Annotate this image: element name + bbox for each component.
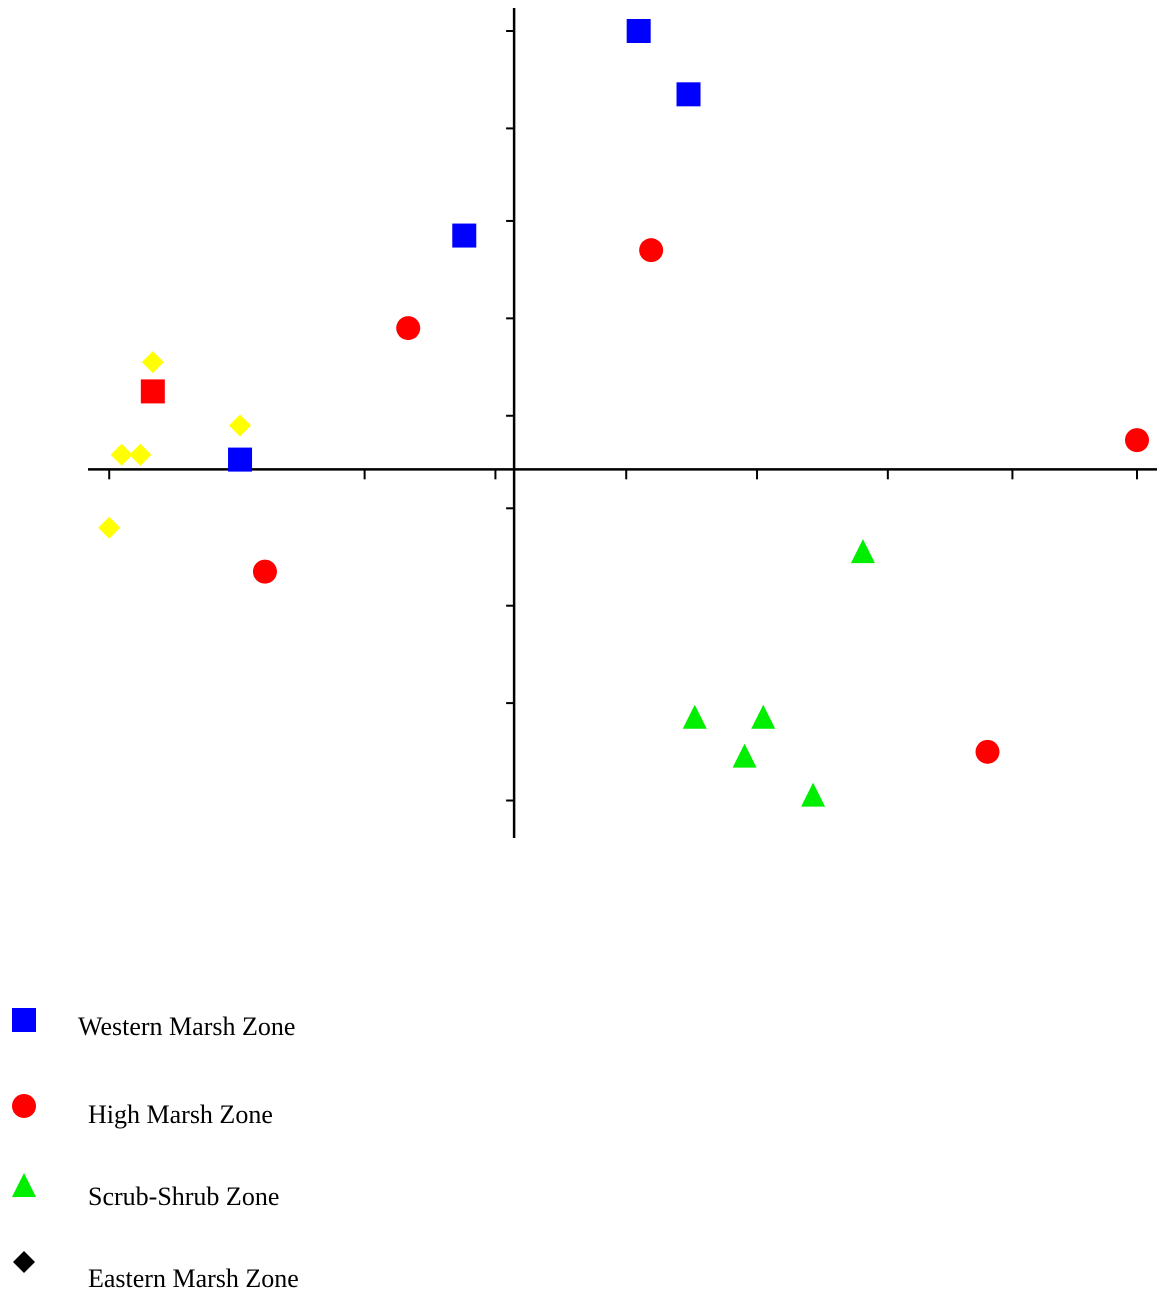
data-point-circle-1-2 — [1125, 428, 1149, 453]
data-point-triangle-3-0 — [850, 539, 875, 564]
legend-square-marker — [12, 1008, 36, 1032]
scatter-chart — [88, 8, 1157, 838]
data-point-square-0-0 — [626, 19, 651, 43]
data-point-square-0-2 — [452, 223, 477, 248]
legend: Western Marsh Zone High Marsh Zone Scrub… — [0, 990, 600, 1293]
data-point-circle-1-1 — [396, 316, 421, 341]
data-point-triangle-3-3 — [732, 743, 757, 768]
square-marker-icon — [12, 1008, 36, 1032]
legend-circle-marker — [12, 1094, 36, 1118]
data-point-diamond-4-1 — [229, 414, 252, 437]
data-point-diamond-4-2 — [110, 443, 133, 466]
data-point-triangle-3-1 — [682, 704, 707, 729]
data-points — [98, 19, 1149, 807]
data-point-square-0-1 — [676, 82, 701, 107]
diamond-marker-icon — [13, 1251, 35, 1273]
legend-item-eastern-marsh: Eastern Marsh Zone — [0, 1242, 600, 1293]
legend-item-scrub-shrub: Scrub-Shrub Zone — [0, 1166, 600, 1211]
data-point-circle-1-0 — [639, 238, 664, 263]
data-point-square-2-0 — [140, 379, 165, 404]
data-point-diamond-4-4 — [98, 516, 121, 539]
legend-label-high-marsh: High Marsh Zone — [88, 1100, 273, 1129]
legend-label-scrub-shrub: Scrub-Shrub Zone — [88, 1182, 280, 1211]
legend-label-western-marsh: Western Marsh Zone — [78, 1012, 296, 1041]
circle-marker-icon — [12, 1094, 36, 1118]
axes — [88, 8, 1157, 838]
data-point-triangle-3-2 — [751, 704, 776, 729]
data-point-diamond-4-0 — [141, 351, 164, 374]
triangle-marker-icon — [12, 1173, 36, 1197]
legend-item-western-marsh: Western Marsh Zone — [0, 1000, 600, 1041]
legend-diamond-marker — [13, 1251, 35, 1273]
data-point-circle-1-3 — [252, 559, 277, 584]
legend-item-high-marsh: High Marsh Zone — [0, 1086, 600, 1129]
legend-triangle-marker — [12, 1173, 36, 1197]
legend-label-eastern-marsh: Eastern Marsh Zone — [88, 1264, 299, 1293]
data-point-square-0-3 — [228, 447, 253, 472]
data-point-diamond-4-3 — [129, 443, 152, 466]
data-point-circle-1-4 — [975, 739, 1000, 764]
data-point-triangle-3-4 — [801, 782, 826, 807]
